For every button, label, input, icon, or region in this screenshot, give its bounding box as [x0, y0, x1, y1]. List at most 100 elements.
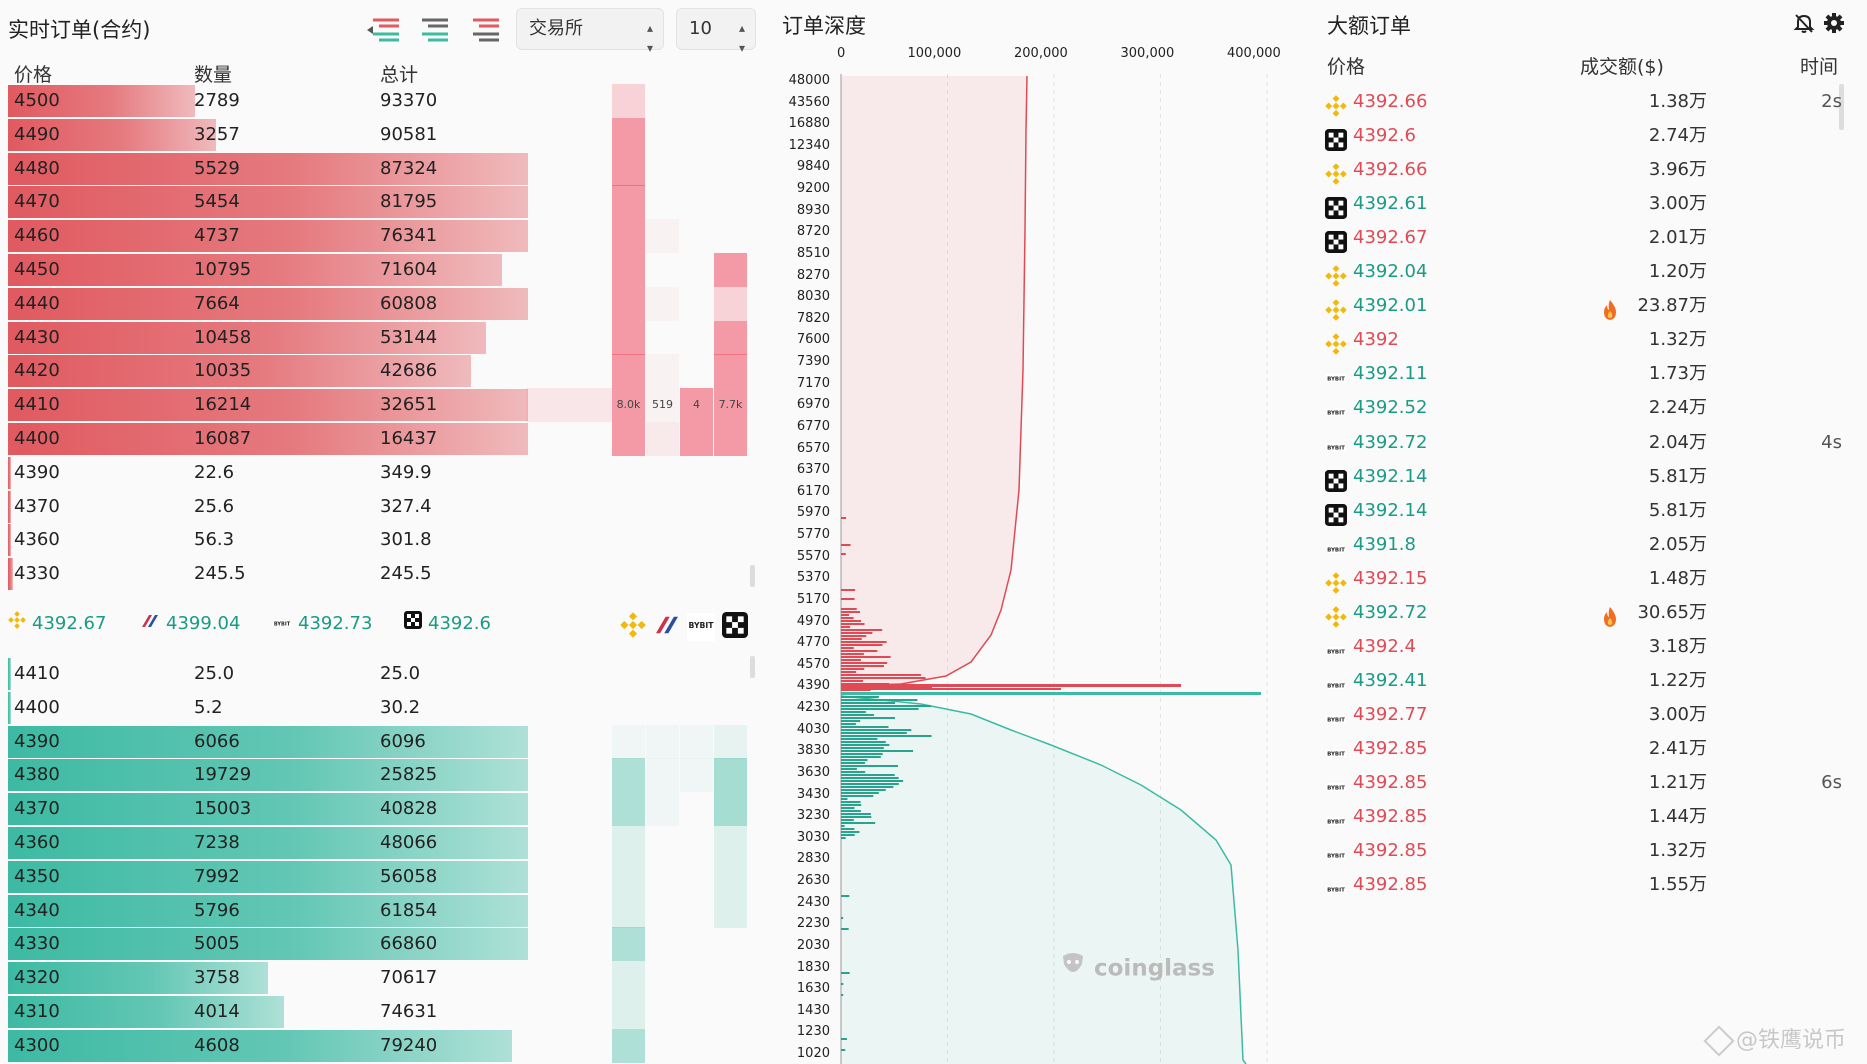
large-order-row[interactable]: BYBIT 4392.52 2.24万 [1315, 388, 1867, 428]
ask-row[interactable]: 4470 5454 81795 [8, 185, 628, 219]
bid-row[interactable]: 4390 6066 6096 [8, 725, 628, 759]
bid-row[interactable]: 4360 7238 48066 [8, 826, 628, 860]
bid-row[interactable]: 4380 19729 25825 [8, 758, 628, 792]
bell-off-icon[interactable] [1793, 12, 1815, 38]
bid-row[interactable]: 4310 4014 74631 [8, 995, 628, 1029]
bid-row[interactable]: 4330 5005 66860 [8, 927, 628, 961]
large-order-row[interactable]: BYBIT 4392.85 1.44万 [1315, 797, 1867, 837]
bid-row[interactable]: 4400 5.2 30.2 [8, 691, 628, 725]
large-order-row[interactable]: 4392.04 1.20万 [1315, 252, 1867, 292]
bid-row[interactable]: 4300 4608 79240 [8, 1029, 628, 1063]
large-order-row[interactable]: 4392.14 5.81万 [1315, 457, 1867, 497]
bid-volume-bar [841, 917, 844, 919]
depth-select[interactable]: 10 ▴ ▾ [676, 8, 756, 55]
large-orders-scrollbar[interactable] [1839, 84, 1844, 130]
large-order-row[interactable]: 4392 1.32万 [1315, 320, 1867, 360]
large-order-row[interactable]: BYBIT 4392.85 2.41万 [1315, 729, 1867, 769]
qty-cell: 25.0 [194, 663, 235, 684]
ask-row[interactable]: 4410 16214 32651 [8, 388, 628, 422]
large-order-row[interactable]: 4392.6 2.74万 [1315, 116, 1867, 156]
exchange-price-bybit: BYBIT 4392.73 [272, 610, 372, 638]
bids-scrollbar[interactable] [750, 656, 755, 678]
heatmap-cell [612, 422, 645, 456]
bid-row[interactable]: 4370 15003 40828 [8, 792, 628, 826]
ask-row[interactable]: 4460 4737 76341 [8, 219, 628, 253]
bid-volume-bar [841, 810, 861, 812]
large-order-amount: 3.18万 [1648, 635, 1707, 657]
large-order-row[interactable]: 4392.61 3.00万 [1315, 184, 1867, 224]
bid-volume-bar [841, 828, 855, 830]
large-order-row[interactable]: BYBIT 4392.11 1.73万 [1315, 354, 1867, 394]
bid-volume-bar [841, 717, 895, 719]
large-order-amount: 1.21万 [1648, 772, 1707, 793]
qty-cell: 10795 [194, 259, 252, 280]
ask-row[interactable]: 4360 56.3 301.8 [8, 523, 628, 557]
view-bids-icon[interactable] [414, 14, 452, 46]
heatmap-cell [646, 286, 679, 321]
large-order-amount: 3.00万 [1648, 193, 1707, 215]
ask-row[interactable]: 4400 16087 16437 [8, 422, 628, 456]
large-order-row[interactable]: BYBIT 4392.85 1.21万 6s [1315, 763, 1867, 803]
asks-scrollbar[interactable] [750, 565, 755, 587]
large-order-amount: 2.41万 [1648, 737, 1707, 759]
bybit-icon: BYBIT [1325, 637, 1347, 659]
large-order-row[interactable]: 4392.67 2.01万 [1315, 218, 1867, 258]
ask-row[interactable]: 4440 7664 60808 [8, 287, 628, 321]
ask-row[interactable]: 4390 22.6 349.9 [8, 456, 628, 490]
bid-row[interactable]: 4340 5796 61854 [8, 894, 628, 928]
qty-cell: 16214 [194, 394, 252, 416]
bid-volume-bar [841, 723, 856, 725]
price-cell: 4300 [14, 1034, 60, 1056]
view-both-icon[interactable] [365, 14, 403, 46]
large-order-row[interactable]: 4392.66 3.96万 [1315, 150, 1867, 190]
view-asks-icon[interactable] [465, 14, 503, 46]
heatmap-highlight [526, 388, 612, 423]
large-order-row[interactable]: 4392.72 30.65万 [1315, 593, 1867, 633]
ask-volume-bar [841, 598, 855, 600]
total-cell: 40828 [380, 798, 438, 820]
price-cell: 4420 [14, 360, 60, 382]
qty-cell: 5529 [194, 157, 240, 179]
large-order-row[interactable]: 4392.15 1.48万 [1315, 559, 1867, 599]
heatmap-cell [714, 422, 747, 456]
ask-row[interactable]: 4430 10458 53144 [8, 321, 628, 355]
exchange-select[interactable]: 交易所 ▴ ▾ [516, 8, 664, 55]
y-tick-label: 1020 [796, 1046, 830, 1061]
ask-row[interactable]: 4480 5529 87324 [8, 152, 628, 186]
bid-row[interactable]: 4320 3758 70617 [8, 961, 628, 995]
bybit-icon: BYBIT [1325, 433, 1347, 455]
exchange-price-value: 4392.67 [32, 613, 107, 634]
col-header-price: 价格 [1327, 56, 1366, 78]
bid-volume-bar [841, 765, 899, 767]
large-order-row[interactable]: 4392.01 23.87万 [1315, 286, 1867, 326]
bid-row[interactable]: 4350 7992 56058 [8, 860, 628, 894]
large-order-row[interactable]: BYBIT 4392.85 1.55万 [1315, 865, 1867, 905]
bid-volume-bar [841, 822, 876, 824]
ask-depth-bar [8, 287, 528, 320]
y-tick-label: 5970 [796, 505, 830, 521]
y-tick-label: 1630 [796, 981, 830, 997]
heatmap-cell [714, 354, 747, 389]
bid-volume-bar [841, 747, 884, 749]
large-order-row[interactable]: 4392.66 1.38万 2s [1315, 82, 1867, 122]
total-cell: 87324 [380, 157, 438, 179]
large-order-row[interactable]: BYBIT 4391.8 2.05万 [1315, 525, 1867, 565]
depth-chart[interactable] [770, 0, 1315, 1064]
large-order-row[interactable]: 4392.14 5.81万 [1315, 491, 1867, 531]
ask-row[interactable]: 4420 10035 42686 [8, 354, 628, 388]
ask-row[interactable]: 4450 10795 71604 [8, 253, 628, 287]
large-order-row[interactable]: BYBIT 4392.72 2.04万 4s [1315, 423, 1867, 463]
large-order-row[interactable]: BYBIT 4392.85 1.32万 [1315, 831, 1867, 871]
bid-row[interactable]: 4410 25.0 25.0 [8, 657, 628, 691]
bid-volume-bar [841, 1038, 847, 1040]
ask-row[interactable]: 4490 3257 90581 [8, 118, 628, 152]
ask-row[interactable]: 4370 25.6 327.4 [8, 490, 628, 524]
large-order-row[interactable]: BYBIT 4392.77 3.00万 [1315, 695, 1867, 735]
large-order-row[interactable]: BYBIT 4392.41 1.22万 [1315, 661, 1867, 701]
large-order-row[interactable]: BYBIT 4392.4 3.18万 [1315, 627, 1867, 667]
ask-row[interactable]: 4500 2789 93370 [8, 84, 628, 118]
gear-icon[interactable] [1823, 12, 1845, 38]
ask-row[interactable]: 4330 245.5 245.5 [8, 557, 628, 591]
large-order-price: 4392.85 [1353, 874, 1428, 896]
y-tick-label: 8270 [796, 267, 830, 283]
